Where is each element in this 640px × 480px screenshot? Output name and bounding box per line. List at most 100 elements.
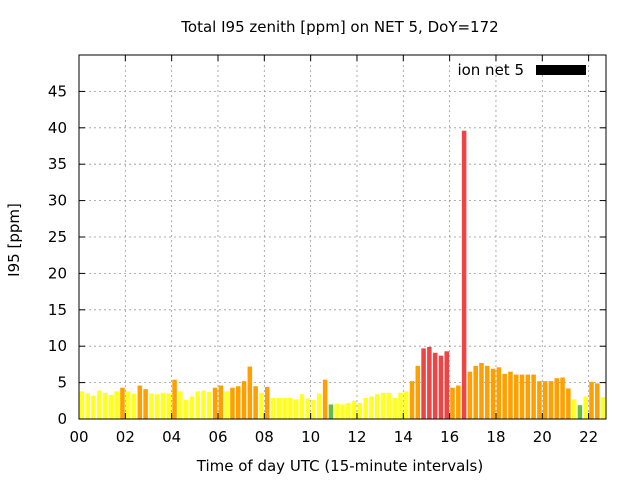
bar bbox=[120, 387, 125, 419]
bar bbox=[566, 388, 571, 419]
bar bbox=[438, 355, 444, 419]
bar bbox=[380, 392, 386, 419]
bar bbox=[207, 392, 212, 419]
bar bbox=[172, 379, 177, 419]
bar bbox=[363, 397, 368, 419]
bar bbox=[328, 404, 334, 419]
bar bbox=[154, 394, 160, 419]
bar bbox=[386, 392, 392, 419]
bar bbox=[166, 393, 172, 419]
bar bbox=[218, 385, 224, 419]
y-tick-label: 15 bbox=[48, 301, 67, 319]
x-tick-label: 10 bbox=[301, 428, 320, 446]
bar bbox=[299, 394, 305, 419]
x-tick-label: 02 bbox=[116, 428, 135, 446]
bar bbox=[531, 374, 536, 419]
bar bbox=[560, 377, 565, 419]
bar bbox=[450, 387, 455, 419]
bar bbox=[548, 381, 554, 419]
bar bbox=[357, 402, 363, 419]
bar bbox=[403, 391, 409, 419]
bar bbox=[542, 381, 548, 419]
bar bbox=[288, 397, 293, 419]
bar bbox=[293, 399, 299, 419]
bar bbox=[519, 374, 525, 419]
bar bbox=[583, 396, 588, 419]
bar bbox=[241, 381, 247, 419]
bar bbox=[600, 397, 606, 419]
grid-layer bbox=[79, 55, 606, 419]
bar bbox=[525, 374, 531, 419]
bar bbox=[461, 130, 467, 419]
bar bbox=[137, 385, 143, 419]
bar bbox=[282, 397, 287, 419]
bar bbox=[259, 392, 264, 419]
bars-layer bbox=[79, 130, 606, 419]
x-tick-label: 20 bbox=[533, 428, 552, 446]
bar bbox=[392, 397, 397, 419]
bar bbox=[473, 365, 478, 419]
bar bbox=[409, 381, 415, 419]
y-tick-label: 0 bbox=[57, 410, 67, 428]
plot-border bbox=[78, 54, 607, 420]
y-tick-label: 35 bbox=[48, 155, 67, 173]
bar bbox=[212, 387, 218, 419]
bar bbox=[467, 371, 473, 419]
x-tick-label: 00 bbox=[69, 428, 88, 446]
bar bbox=[160, 392, 166, 419]
legend: ion net 5 bbox=[457, 61, 586, 79]
x-tick-label: 16 bbox=[440, 428, 459, 446]
bar bbox=[143, 389, 148, 419]
bar bbox=[125, 391, 131, 419]
bar bbox=[432, 352, 438, 419]
bar bbox=[490, 368, 496, 419]
bar bbox=[421, 348, 426, 419]
x-tick-label: 08 bbox=[255, 428, 274, 446]
bar bbox=[485, 365, 490, 419]
y-tick-label: 25 bbox=[48, 228, 67, 246]
y-tick-label: 20 bbox=[48, 264, 67, 282]
bar bbox=[571, 399, 577, 419]
bar bbox=[346, 402, 351, 419]
bar bbox=[317, 393, 322, 419]
bar bbox=[374, 394, 380, 419]
bar bbox=[554, 378, 560, 419]
bar bbox=[270, 397, 276, 419]
bar bbox=[108, 394, 114, 419]
bar bbox=[253, 386, 258, 419]
bar bbox=[247, 366, 253, 419]
ticks-layer: 0 5 10 15 20 25 30 35 40 45 00 02 04 06 08 10 12 14 16 18 20… bbox=[48, 55, 606, 446]
bar bbox=[537, 381, 542, 419]
bar bbox=[178, 391, 183, 419]
bar bbox=[183, 400, 189, 419]
x-tick-label: 14 bbox=[394, 428, 413, 446]
bar bbox=[427, 346, 432, 419]
x-tick-label: 22 bbox=[579, 428, 598, 446]
bar bbox=[508, 371, 513, 419]
bar bbox=[496, 367, 502, 419]
x-tick-label: 04 bbox=[162, 428, 181, 446]
bar bbox=[230, 387, 235, 419]
bar bbox=[264, 386, 270, 419]
bar bbox=[224, 391, 229, 419]
bar bbox=[456, 385, 461, 419]
bar bbox=[595, 383, 600, 419]
x-tick-label: 18 bbox=[486, 428, 505, 446]
bar bbox=[79, 391, 85, 419]
bar bbox=[102, 392, 108, 419]
bar bbox=[305, 398, 311, 419]
y-tick-label: 30 bbox=[48, 192, 67, 210]
x-tick-label: 12 bbox=[347, 428, 366, 446]
legend-label: ion net 5 bbox=[457, 61, 524, 79]
y-axis-label: I95 [ppm] bbox=[5, 203, 23, 277]
bar bbox=[415, 365, 421, 419]
bar bbox=[131, 393, 137, 419]
bar bbox=[201, 390, 206, 419]
bar bbox=[589, 381, 594, 419]
x-tick-label: 06 bbox=[208, 428, 227, 446]
bar bbox=[114, 391, 119, 419]
bar bbox=[502, 373, 507, 419]
bar bbox=[340, 404, 345, 419]
bar bbox=[189, 396, 195, 419]
